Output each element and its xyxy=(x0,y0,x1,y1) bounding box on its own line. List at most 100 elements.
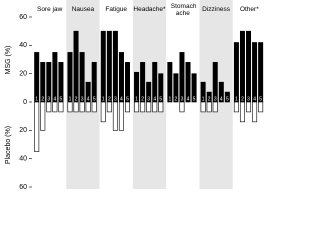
y-label-placebo: Placebo (%) xyxy=(5,126,12,164)
bar xyxy=(118,52,124,103)
bar-number: 2 xyxy=(141,96,144,102)
group-label: Nausea xyxy=(71,6,95,13)
bar-number: 2 xyxy=(241,96,244,102)
y-tick-label: 20 xyxy=(19,71,27,78)
bar xyxy=(179,101,185,113)
bar-number: 2 xyxy=(108,96,111,102)
bar-number: 5 xyxy=(193,96,196,102)
bar xyxy=(106,30,112,103)
bar-number: 5 xyxy=(259,96,262,102)
group-label: Dizziness xyxy=(202,6,230,13)
bar-number: 4 xyxy=(120,96,123,102)
bar xyxy=(239,30,245,103)
bar-number: 5 xyxy=(93,96,96,102)
bar xyxy=(73,101,79,113)
bar-number: 1 xyxy=(135,96,138,102)
bar xyxy=(67,52,73,103)
bar-number: 4 xyxy=(153,96,156,102)
y-label-msg: MSG (%) xyxy=(5,46,12,75)
bar xyxy=(118,101,124,131)
y-tick-label: 40 xyxy=(19,156,27,163)
bar xyxy=(34,101,40,152)
bar xyxy=(191,73,197,103)
bar xyxy=(73,30,79,103)
group-label: Stomach ache xyxy=(170,3,197,17)
group-label: Headache* xyxy=(133,6,166,13)
bar xyxy=(212,101,218,113)
bar-number: 3 xyxy=(147,96,150,102)
bar xyxy=(79,52,85,103)
bar-number: 1 xyxy=(235,96,238,102)
bar xyxy=(167,62,173,103)
bar xyxy=(112,30,118,103)
bar xyxy=(152,101,158,113)
bar xyxy=(67,101,73,113)
bar xyxy=(252,42,258,103)
y-tick-label: 60 xyxy=(19,14,27,21)
bar-number: 4 xyxy=(187,96,190,102)
bar xyxy=(258,101,264,113)
bar-number: 5 xyxy=(60,96,63,102)
bar-number: 4 xyxy=(253,96,256,102)
bar xyxy=(79,101,85,113)
bar-number: 3 xyxy=(247,96,250,102)
bar-number: 1 xyxy=(168,96,171,102)
group-label: Other* xyxy=(239,6,259,13)
y-tick-label: 40 xyxy=(19,42,27,49)
bar xyxy=(200,101,206,113)
bar xyxy=(233,42,239,103)
bar xyxy=(173,73,179,103)
group-label: Fatigue xyxy=(105,6,128,13)
bar xyxy=(158,101,164,113)
bar-number: 4 xyxy=(87,96,90,102)
group-label: Sore jaw xyxy=(36,6,63,13)
bar-number: 2 xyxy=(208,96,211,102)
y-tick-label: 20 xyxy=(19,127,27,134)
bar xyxy=(112,101,118,131)
bar xyxy=(58,101,64,113)
bar-number: 5 xyxy=(159,96,162,102)
bar-number: 4 xyxy=(53,96,56,102)
bar xyxy=(40,101,46,131)
bar xyxy=(100,30,106,103)
bar xyxy=(125,101,131,113)
bar-number: 5 xyxy=(226,96,229,102)
bar xyxy=(218,81,224,103)
bar xyxy=(239,101,245,123)
bar xyxy=(246,101,252,113)
bar xyxy=(34,52,40,103)
bar xyxy=(106,101,112,113)
bar xyxy=(185,62,191,103)
bar-number: 3 xyxy=(181,96,184,102)
bar xyxy=(91,101,97,113)
bar-number: 5 xyxy=(126,96,129,102)
bar-number: 3 xyxy=(81,96,84,102)
bar xyxy=(233,101,239,113)
bar xyxy=(52,101,58,113)
bar-number: 2 xyxy=(41,96,44,102)
bar-number: 2 xyxy=(75,96,78,102)
bar xyxy=(179,52,185,103)
bar-number: 1 xyxy=(69,96,72,102)
bar xyxy=(246,30,252,103)
bar-number: 3 xyxy=(47,96,50,102)
y-tick-label: 60 xyxy=(19,184,27,189)
bar xyxy=(100,101,106,123)
bar xyxy=(46,101,52,113)
bar xyxy=(258,42,264,103)
bar xyxy=(85,101,91,113)
bar xyxy=(134,101,140,113)
bar-number: 2 xyxy=(175,96,178,102)
chart: MSG (%) Placebo (%) 60 40 20 0 20 40 60 1 2 3 4 5 1 2… xyxy=(5,0,264,189)
y-tick-label: 0 xyxy=(23,99,27,106)
bar-number: 1 xyxy=(202,96,205,102)
bar xyxy=(140,101,146,113)
bar xyxy=(224,91,230,103)
bar-number: 1 xyxy=(35,96,38,102)
bar xyxy=(206,101,212,113)
bar xyxy=(146,101,152,113)
bar-number: 3 xyxy=(214,96,217,102)
bar-number: 4 xyxy=(220,96,223,102)
bar xyxy=(52,52,58,103)
